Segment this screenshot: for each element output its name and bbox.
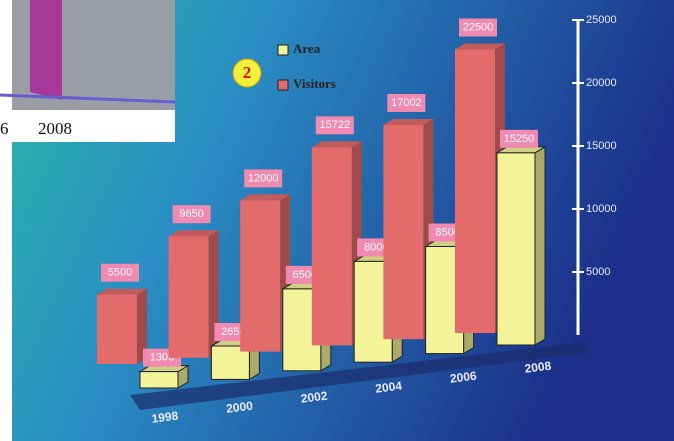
value-label: 15722	[320, 119, 351, 131]
bar	[240, 200, 280, 351]
bar-side	[535, 147, 545, 345]
legend-swatch	[278, 80, 288, 90]
value-label: 9650	[179, 208, 203, 220]
y-tick-label: 5000	[586, 266, 610, 278]
inset-label: 2008	[38, 119, 72, 138]
bar	[383, 125, 423, 339]
chart: 6 2008 2 5000 10000 15000 20000 25000 Visitor…	[0, 0, 674, 441]
inset-label: 6	[0, 119, 9, 138]
value-label: 15250	[504, 133, 535, 145]
inset	[0, 0, 175, 110]
value-label: 12000	[248, 172, 279, 184]
legend-label: Visitors	[293, 76, 336, 91]
value-label: 5500	[108, 267, 132, 279]
margin	[0, 0, 12, 441]
legend-label: Area	[293, 41, 321, 56]
bar	[97, 295, 137, 364]
bar	[455, 50, 495, 334]
bar	[497, 153, 535, 345]
y-tick-label: 20000	[586, 77, 617, 89]
value-label: 17002	[391, 97, 422, 109]
y-tick-label: 15000	[586, 140, 617, 152]
value-label: 22500	[463, 21, 494, 33]
inset-bar	[30, 0, 62, 100]
y-tick-label: 25000	[586, 14, 617, 26]
legend-swatch	[278, 45, 288, 55]
inset-footer	[0, 110, 175, 142]
y-tick-label: 10000	[586, 203, 617, 215]
bar	[169, 236, 209, 358]
bar	[312, 147, 352, 345]
badge-text: 2	[243, 63, 252, 82]
bar	[140, 372, 178, 388]
